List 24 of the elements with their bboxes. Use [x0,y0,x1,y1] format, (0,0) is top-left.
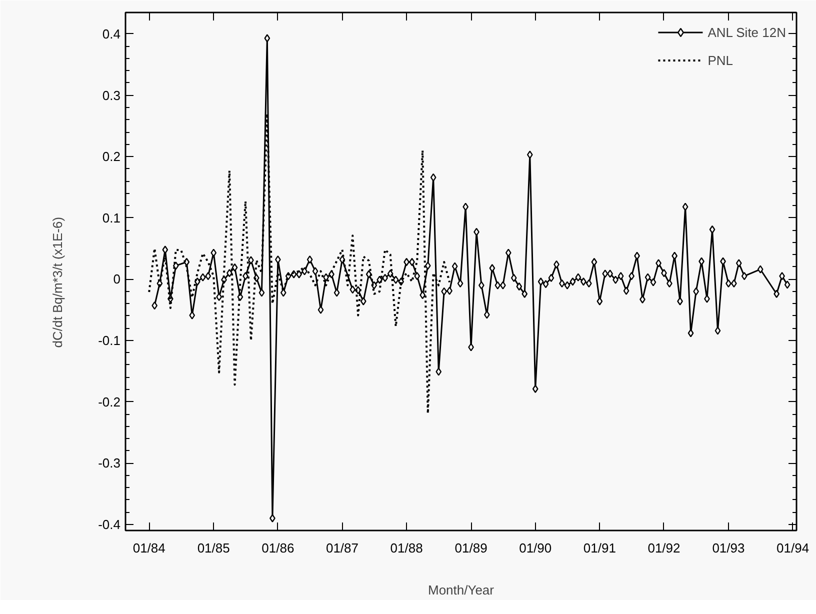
y-tick-label: 0.3 [102,88,121,103]
x-tick-label: 01/84 [132,540,166,556]
y-tick-label: 0.1 [102,210,121,226]
x-tick-label: 01/86 [262,540,294,556]
x-tick-label: 01/87 [326,540,359,556]
y-tick-label: -0.3 [98,456,121,471]
x-tick-label: 01/91 [583,540,616,556]
y-tick-label: -0.2 [98,394,121,410]
y-tick-label: -0.1 [98,332,121,348]
x-tick-label: 01/92 [648,540,680,556]
x-tick-label: 01/88 [390,540,423,556]
y-tick-label: 0.4 [102,26,121,42]
legend-label: ANL Site 12N [708,24,786,40]
y-axis-title: dC/dt Bq/m*3/t (x1E-6) [50,216,66,348]
legend-label: PNL [708,52,734,68]
y-tick-label: 0 [113,272,121,287]
x-tick-label: 01/94 [776,540,810,556]
y-tick-label: 0.2 [102,149,121,164]
x-axis-title: Month/Year [428,582,495,598]
x-tick-label: 01/90 [519,540,552,556]
y-tick-label: -0.4 [98,516,121,532]
x-tick-label: 01/93 [712,540,745,556]
x-tick-label: 01/85 [197,540,230,556]
x-tick-label: 01/89 [454,540,488,556]
